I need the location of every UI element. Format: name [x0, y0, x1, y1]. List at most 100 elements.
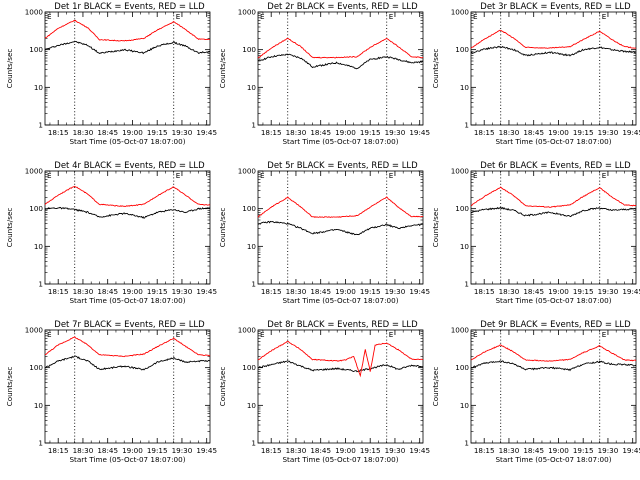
- x-axis-label: Start Time (05-Oct-07 18:07:00): [283, 455, 399, 464]
- x-tick-label: 19:00: [548, 287, 569, 296]
- corner-mark-right: E: [176, 330, 181, 339]
- x-tick-label: 19:45: [196, 446, 217, 455]
- panel-title: Det 2r BLACK = Events, RED = LLD: [267, 2, 418, 12]
- x-tick-label: 19:00: [548, 128, 569, 137]
- y-tick-label: 100: [29, 204, 43, 213]
- x-tick-label: 18:15: [261, 287, 282, 296]
- y-tick-label: 10: [460, 83, 470, 92]
- x-tick-label: 19:30: [385, 446, 406, 455]
- lld-series-line: [470, 186, 637, 208]
- y-tick-label: 10: [247, 83, 257, 92]
- plot-frame: [44, 329, 211, 444]
- y-tick-label: 10: [34, 242, 44, 251]
- y-tick-label: 1: [251, 121, 256, 130]
- y-tick-label: 100: [242, 204, 256, 213]
- y-tick-label: 10: [247, 401, 257, 410]
- plot-frame: [44, 11, 211, 126]
- panel-title: Det 7r BLACK = Events, RED = LLD: [54, 320, 205, 330]
- events-series-line: [44, 355, 211, 371]
- y-tick-label: 1000: [25, 167, 44, 176]
- x-tick-label: 19:30: [598, 128, 619, 137]
- corner-mark-right: E: [176, 12, 181, 21]
- x-axis-label: Start Time (05-Oct-07 18:07:00): [496, 296, 612, 305]
- lld-series-line: [257, 340, 424, 378]
- y-tick-label: 1000: [238, 167, 257, 176]
- x-axis-label: Start Time (05-Oct-07 18:07:00): [283, 137, 399, 146]
- x-tick-label: 18:15: [261, 128, 282, 137]
- y-tick-label: 1000: [238, 326, 257, 335]
- detector-panel-5: Det 5r BLACK = Events, RED = LLD 1 10 100 10…: [218, 161, 430, 305]
- x-tick-label: 19:45: [622, 128, 640, 137]
- lld-series-line: [44, 185, 211, 207]
- detector-panel-2: Det 2r BLACK = Events, RED = LLD 1 10 100 10…: [218, 2, 430, 146]
- x-tick-label: 19:00: [335, 287, 356, 296]
- x-tick-label: 19:15: [147, 287, 168, 296]
- panel-title: Det 9r BLACK = Events, RED = LLD: [480, 320, 631, 330]
- detector-panel-4: Det 4r BLACK = Events, RED = LLD 1 10 100 10…: [5, 161, 217, 305]
- events-series-line: [257, 53, 424, 70]
- detector-panel-8: Det 8r BLACK = Events, RED = LLD 1 10 100 10…: [218, 320, 430, 464]
- plot-frame: [257, 329, 424, 444]
- x-tick-label: 19:30: [172, 446, 193, 455]
- corner-mark-left: E: [473, 12, 478, 21]
- x-tick-label: 19:30: [385, 287, 406, 296]
- x-axis-label: Start Time (05-Oct-07 18:07:00): [496, 137, 612, 146]
- corner-mark-right: E: [389, 12, 394, 21]
- events-series-line: [44, 206, 211, 219]
- x-tick-label: 18:15: [48, 446, 69, 455]
- y-axis-label: Counts/sec: [5, 49, 14, 89]
- panel-title: Det 8r BLACK = Events, RED = LLD: [267, 320, 418, 330]
- corner-mark-left: E: [260, 330, 265, 339]
- y-axis-label: Counts/sec: [431, 49, 440, 89]
- y-axis-label: Counts/sec: [5, 367, 14, 407]
- x-tick-label: 19:00: [548, 446, 569, 455]
- y-tick-label: 1: [464, 280, 469, 289]
- corner-mark-left: E: [47, 171, 52, 180]
- y-tick-label: 10: [34, 401, 44, 410]
- y-tick-label: 1000: [451, 326, 470, 335]
- corner-mark-left: E: [473, 330, 478, 339]
- panel-title: Det 6r BLACK = Events, RED = LLD: [480, 161, 631, 171]
- corner-mark-right: E: [602, 330, 607, 339]
- x-tick-label: 18:45: [310, 287, 331, 296]
- x-tick-label: 19:45: [196, 128, 217, 137]
- plot-frame: [470, 170, 637, 285]
- x-tick-label: 19:45: [409, 446, 430, 455]
- corner-mark-left: E: [260, 171, 265, 180]
- corner-mark-left: E: [47, 330, 52, 339]
- y-tick-label: 1: [464, 439, 469, 448]
- x-tick-label: 19:45: [409, 128, 430, 137]
- plot-frame: [470, 329, 637, 444]
- lld-series-line: [257, 37, 424, 59]
- x-tick-label: 18:15: [48, 287, 69, 296]
- y-tick-label: 100: [455, 45, 469, 54]
- x-tick-label: 18:30: [499, 128, 520, 137]
- x-tick-label: 18:30: [499, 446, 520, 455]
- panel-title: Det 5r BLACK = Events, RED = LLD: [267, 161, 418, 171]
- corner-mark-right: E: [176, 171, 181, 180]
- y-tick-label: 1000: [451, 167, 470, 176]
- detector-panel-3: Det 3r BLACK = Events, RED = LLD 1 10 100 10…: [431, 2, 640, 146]
- corner-mark-right: E: [602, 171, 607, 180]
- events-series-line: [470, 45, 636, 57]
- x-tick-label: 18:15: [474, 287, 495, 296]
- x-tick-label: 19:30: [172, 287, 193, 296]
- x-tick-label: 19:15: [573, 287, 594, 296]
- lld-series-line: [44, 19, 210, 42]
- x-axis-label: Start Time (05-Oct-07 18:07:00): [70, 455, 186, 464]
- x-tick-label: 18:45: [523, 128, 544, 137]
- y-axis-label: Counts/sec: [218, 208, 227, 248]
- y-axis-label: Counts/sec: [218, 367, 227, 407]
- lld-series-line: [257, 196, 424, 218]
- corner-mark-left: E: [260, 12, 265, 21]
- x-tick-label: 18:45: [97, 128, 118, 137]
- detector-panel-1: Det 1r BLACK = Events, RED = LLD 1 10 100 10…: [5, 2, 217, 146]
- y-tick-label: 10: [34, 83, 44, 92]
- y-axis-label: Counts/sec: [218, 49, 227, 89]
- y-tick-label: 100: [455, 204, 469, 213]
- y-tick-label: 1: [464, 121, 469, 130]
- y-tick-label: 1000: [25, 8, 44, 17]
- x-tick-label: 18:15: [474, 128, 495, 137]
- x-tick-label: 19:15: [147, 446, 168, 455]
